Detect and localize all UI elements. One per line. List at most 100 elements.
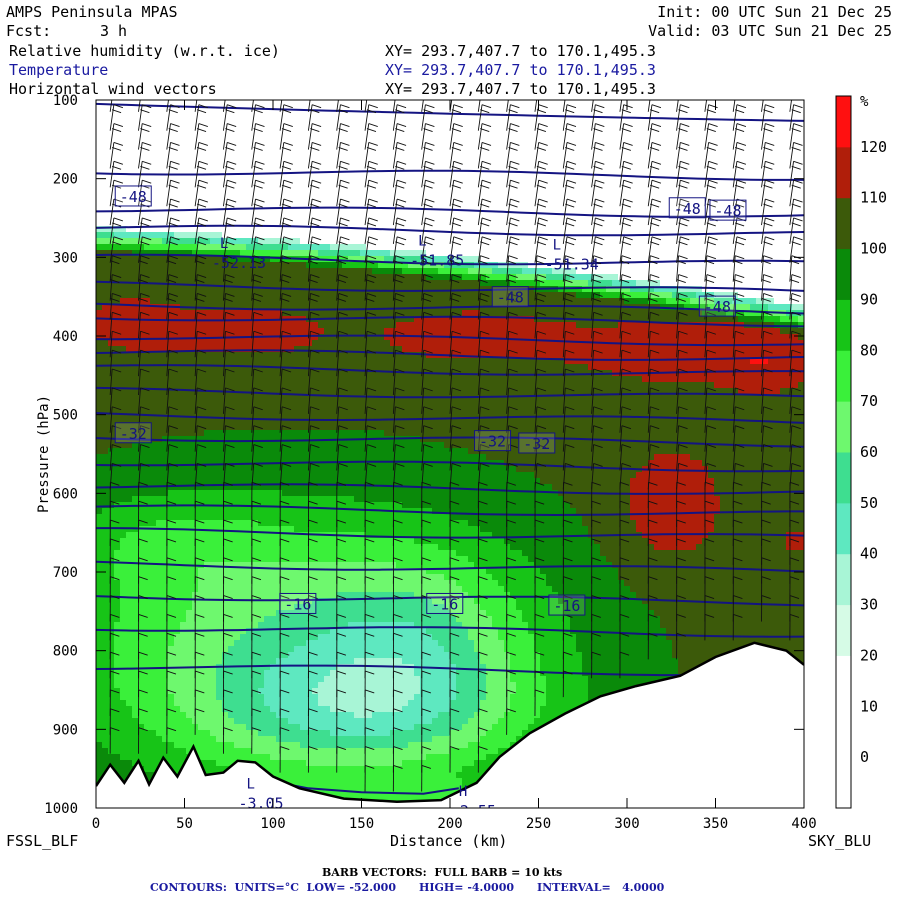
wind-barb [506, 349, 518, 377]
wind-barb [166, 274, 178, 301]
wind-barb [222, 236, 237, 263]
wind-barb [591, 198, 605, 226]
wind-barb [222, 104, 237, 131]
x-tick-label: 300 [614, 816, 639, 832]
wind-barb [619, 255, 632, 282]
wind-barb [789, 330, 801, 358]
wind-barb [307, 255, 320, 282]
wind-barb [449, 104, 463, 131]
wind-barb [364, 444, 377, 471]
wind-barb [704, 330, 717, 358]
wind-barb [761, 236, 775, 263]
wind-barb [336, 330, 348, 358]
wind-barb [222, 160, 237, 188]
right-station: SKY_BLU [808, 832, 872, 850]
wind-barb [591, 368, 603, 396]
x-tick-label: 150 [349, 816, 374, 832]
wind-barb [676, 236, 690, 263]
wind-barb [477, 368, 490, 396]
wind-barb [279, 330, 292, 358]
wind-barb [591, 123, 605, 150]
wind-barb [336, 179, 350, 207]
wind-barb [506, 104, 520, 131]
colorbar-swatch [836, 350, 851, 402]
wind-barb [732, 104, 747, 131]
colorbar-tick-label: 10 [860, 697, 878, 715]
wind-barb [761, 198, 775, 226]
wind-barb [761, 100, 764, 112]
wind-barb [534, 274, 547, 301]
extremum-value: -3.05 [238, 794, 283, 812]
wind-barb [166, 255, 178, 282]
wind-barb [251, 142, 265, 169]
isotherm-label: -48 [491, 286, 529, 308]
wind-barb [364, 217, 378, 245]
wind-barb [789, 274, 801, 301]
wind-barb [166, 160, 180, 188]
wind-barb [506, 311, 518, 339]
wind-barb [307, 100, 311, 112]
wind-barb [251, 444, 263, 471]
isotherm [96, 302, 804, 315]
isotherm-label: -48 [698, 295, 736, 317]
wind-barb [109, 330, 122, 358]
wind-barb [392, 406, 405, 433]
x-tick-label: 400 [791, 816, 816, 832]
svg-text:-48: -48 [714, 202, 741, 220]
extremum-mark: H [459, 784, 467, 800]
wind-barb [194, 160, 208, 188]
colorbar-swatch [836, 502, 851, 555]
isotherm [96, 224, 804, 237]
wind-barb [591, 651, 601, 679]
wind-barb [109, 406, 122, 433]
wind-barb [732, 160, 747, 188]
wind-barb [704, 614, 715, 641]
wind-barb [619, 387, 632, 414]
wind-barb [647, 406, 660, 433]
wind-barb [392, 217, 407, 245]
wind-barb [194, 198, 208, 226]
wind-barb [109, 100, 113, 112]
colorbar-tick-label: 30 [860, 596, 878, 614]
wind-barb [307, 746, 318, 773]
isotherm [96, 169, 804, 181]
wind-barb [732, 330, 745, 358]
wind-barb [279, 104, 293, 131]
isotherm-label: -32 [474, 430, 512, 452]
wind-barb [307, 104, 322, 131]
wind-barb [392, 142, 407, 169]
field-wind-xy: XY= 293.7,407.7 to 170.1,495.3 [385, 80, 656, 98]
wind-barb [251, 160, 265, 188]
y-tick-label: 900 [53, 722, 78, 738]
wind-barb [449, 406, 462, 433]
terrain-fill [96, 642, 804, 808]
field-rh-xy: XY= 293.7,407.7 to 170.1,495.3 [385, 42, 656, 60]
wind-barb [789, 100, 792, 112]
wind-barb [279, 274, 292, 301]
colorbar-swatch [836, 96, 851, 148]
wind-barb [789, 349, 801, 377]
colorbar-tick-label: 0 [860, 748, 869, 766]
wind-barb [477, 387, 490, 414]
wind-barb [138, 160, 152, 188]
wind-barb [109, 349, 122, 377]
wind-barb [251, 368, 263, 396]
wind-barb [222, 217, 237, 245]
wind-barb [732, 444, 745, 471]
wind-barb [364, 179, 378, 207]
wind-barb [109, 123, 124, 150]
wind-barb [449, 425, 462, 452]
wind-barb [392, 293, 405, 320]
wind-barb [421, 311, 433, 339]
wind-barb [194, 179, 208, 207]
wind-barb [166, 311, 178, 339]
colorbar-swatch [836, 553, 851, 606]
colorbar-swatch [836, 248, 851, 300]
wind-barb [307, 160, 322, 188]
wind-barb [421, 765, 432, 792]
wind-barb [194, 274, 207, 301]
wind-barb [222, 727, 233, 754]
wind-barb [534, 179, 548, 207]
terrain [96, 641, 804, 808]
